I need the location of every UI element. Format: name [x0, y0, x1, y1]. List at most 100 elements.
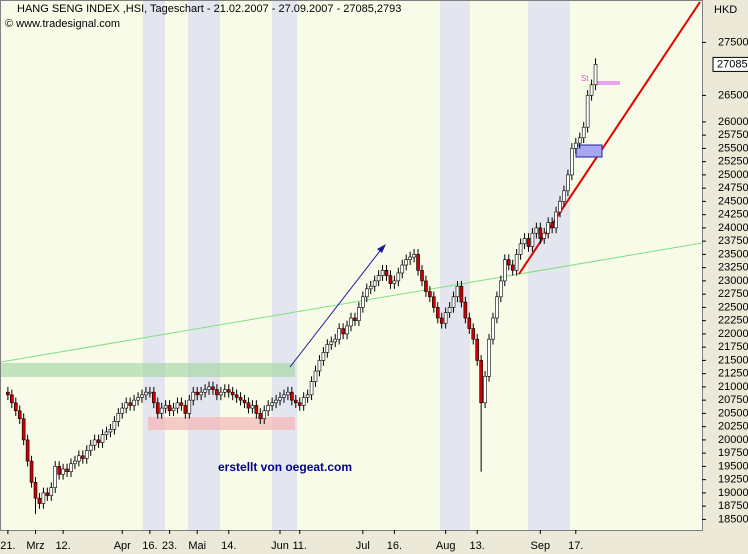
candle-body [499, 280, 503, 298]
candle-body [13, 402, 18, 412]
x-tick-label: 23. [162, 540, 177, 552]
candle-body [518, 243, 523, 255]
candle-body [211, 386, 215, 390]
x-tick-label: Jul [356, 540, 370, 552]
candle-body [412, 254, 416, 258]
x-tick-label: 12. [55, 540, 70, 552]
candle-body [364, 288, 369, 298]
y-tick-label: 20000 [718, 434, 748, 446]
y-tick-label: 25500 [718, 142, 748, 154]
candle-body [585, 95, 590, 128]
candle-body [132, 399, 136, 406]
candle-body [207, 386, 211, 390]
candle-body [305, 394, 310, 398]
candle-body [10, 394, 14, 404]
candle-body [416, 254, 420, 271]
x-tick-label: 14. [221, 540, 236, 552]
y-tick-label: 24500 [718, 195, 748, 207]
candle-body [96, 439, 101, 443]
y-tick-label: 25250 [718, 156, 748, 168]
chart-title: HANG SENG INDEX ,HSI, Tageschart - 21.02… [17, 3, 401, 15]
candle-body [309, 381, 314, 396]
candle-body [463, 301, 468, 319]
candle-body [215, 389, 219, 396]
y-tick-label: 19000 [718, 487, 748, 499]
candle-body [270, 402, 274, 406]
y-tick-label: 23000 [718, 275, 748, 287]
candle-body [81, 455, 85, 459]
candle-body [325, 344, 330, 353]
y-tick-label: 19250 [718, 474, 748, 486]
candle-body [179, 402, 184, 406]
candle-body [337, 328, 341, 340]
axis-label: HKD [714, 4, 737, 16]
candle-body [84, 450, 89, 459]
candle-body [250, 405, 255, 409]
x-tick-label: 11. [292, 540, 306, 552]
plot-area [0, 0, 703, 531]
candle-body [329, 341, 334, 345]
candle-body [258, 413, 263, 419]
support-zone-low [148, 417, 295, 430]
trend-line [0, 242, 703, 363]
candle-body [428, 291, 432, 298]
candle-body [234, 394, 239, 398]
candle-body [254, 405, 259, 414]
candle-body [171, 407, 176, 412]
y-tick-label: 20500 [718, 407, 748, 419]
candle-body [432, 296, 436, 308]
candle-body [491, 317, 495, 340]
annotation: erstellt von oegeat.com [218, 460, 352, 474]
candle-body [506, 259, 511, 266]
candle-body [341, 328, 345, 335]
stop-marker [597, 81, 620, 85]
candle-body [475, 338, 480, 361]
candle-body [108, 428, 113, 433]
candle-body [392, 280, 397, 284]
y-tick-label: 21000 [718, 381, 748, 393]
candle-body [495, 296, 499, 319]
candle-body [17, 410, 22, 419]
candle-body [242, 399, 247, 404]
candle-body [104, 431, 109, 435]
candle-body [384, 269, 389, 276]
y-tick-label: 23250 [718, 262, 748, 274]
candle-body [514, 254, 519, 271]
y-tick-label: 22750 [718, 288, 748, 300]
y-tick-label: 23750 [718, 235, 748, 247]
candle-body [439, 317, 444, 324]
y-tick-label: 19750 [718, 447, 748, 459]
x-tick-label: 13. [470, 540, 485, 552]
candle-body [404, 259, 409, 266]
candle-body [526, 238, 531, 247]
candle-body [112, 421, 117, 430]
candle-body [353, 317, 357, 321]
candle-body [570, 148, 574, 176]
candle-body [6, 391, 10, 396]
candle-body [57, 466, 61, 475]
x-tick-label: 16. [142, 540, 157, 552]
candle-body [41, 492, 46, 504]
candle-body [443, 312, 448, 324]
arrow [289, 246, 384, 368]
candle-body [191, 391, 196, 401]
candle-body [92, 439, 97, 446]
candle-body [573, 142, 578, 149]
period-bands [143, 1, 570, 530]
x-tick-label: Mai [188, 540, 206, 552]
candle-body [301, 397, 306, 406]
candle-body [222, 389, 227, 393]
candle-body [124, 402, 129, 409]
candle-body [183, 405, 188, 414]
candle-body [203, 389, 207, 393]
candle-body [282, 394, 286, 398]
y-tick-label: 27500 [718, 36, 748, 48]
candle-body [155, 402, 160, 414]
candle-body [33, 481, 38, 499]
candle-body [388, 275, 393, 284]
y-tick-label: 24750 [718, 182, 748, 194]
candle-body [128, 402, 132, 406]
candle-body [29, 460, 34, 483]
candles [6, 58, 598, 515]
